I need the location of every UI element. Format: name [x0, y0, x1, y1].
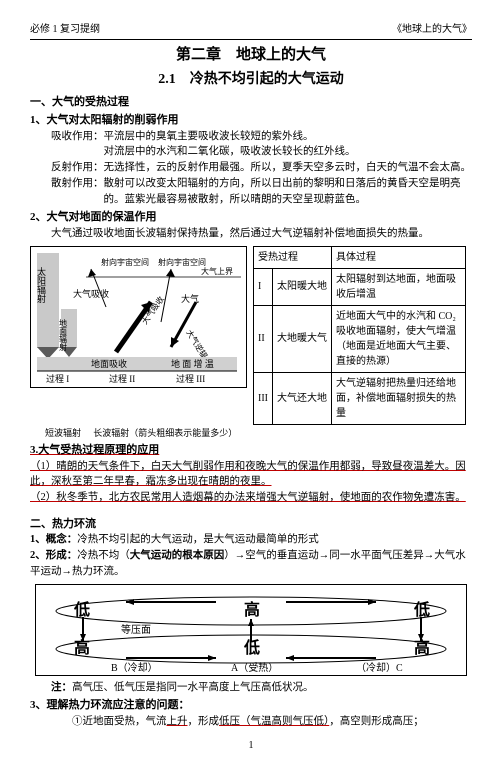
svg-text:低: 低 — [73, 600, 90, 619]
svg-text:高: 高 — [244, 600, 260, 619]
note-line: 注：高气压、低气压是指同一水平高度上气压高低状况。 — [30, 680, 472, 696]
section-title: 2.1 冷热不均引起的大气运动 — [30, 69, 472, 90]
svg-text:等压面: 等压面 — [121, 623, 151, 636]
r2a: 大地暖大气 — [273, 305, 332, 372]
svg-text:射向宇宙空间: 射向宇宙空间 — [158, 257, 206, 267]
svg-text:地面吸收: 地面吸收 — [91, 358, 127, 369]
svg-text:大气上界: 大气上界 — [201, 266, 233, 276]
svg-text:大气吸收: 大气吸收 — [73, 288, 109, 299]
subheading-1: 1、大气对太阳辐射的削弱作用 — [30, 112, 472, 129]
subheading-2: 2、大气对地面的保温作用 — [30, 209, 472, 226]
svg-text:射向宇宙空间: 射向宇宙空间 — [101, 257, 149, 267]
wave-legend: 短波辐射 长波辐射（箭头粗细表示能量多少） — [30, 427, 472, 441]
scatter-para: 散射作用：散射可以改变太阳辐射的方向，所以日出前的黎明和日落后的黄昏天空是明亮的… — [30, 176, 472, 208]
r3b: 大气逆辐射把热量归还给地面，补偿地面辐射损失的热量 — [332, 372, 466, 424]
chapter-title: 第二章 地球上的大气 — [30, 44, 472, 67]
heading-3: 3.大气受热过程原理的应用 — [30, 442, 472, 459]
th1: 受热过程 — [254, 246, 332, 268]
heat-process-table: 受热过程 具体过程 I 太阳暖大地 太阳辐射到达地面，地面吸收后增温 II 大地… — [253, 246, 466, 425]
concept-line: 1、概念：冷热不均引起的大气运动，是大气运动最简单的形式 — [30, 532, 472, 548]
header-left: 必修 1 复习提纲 — [30, 22, 100, 37]
absorb-line2: 对流层中的水汽和二氧化碳，吸收波长较长的红外线。 — [30, 144, 472, 160]
r2: II — [254, 305, 273, 372]
r2b: 近地面大气中的水汽和 CO₂吸收地面辐射，使大气增温（地面是近地面大气主要、直接… — [332, 305, 466, 372]
svg-text:（冷却）C: （冷却）C — [356, 661, 403, 674]
heading-q3: 3、理解热力环流应注意的问题： — [30, 697, 472, 714]
q3-p1: ①近地面受热，气流上升，形成低压（气温高则气压低），高空则形成高压； — [30, 714, 472, 730]
thermal-circulation-diagram: 低 高 低 高 低 高 等压面 B（冷却） A（受热） （冷却）C — [35, 584, 467, 676]
svg-text:A（受热）: A（受热） — [231, 661, 278, 674]
svg-text:地面辐射: 地面辐射 — [59, 318, 68, 352]
r1: I — [254, 268, 273, 305]
th2: 具体过程 — [332, 246, 466, 268]
heading-1: 一、大气的受热过程 — [30, 94, 472, 111]
r3: III — [254, 372, 273, 424]
reflect-para: 反射作用：无选择性，云的反射作用最强。所以，夏季天空多云时，白天的气温不会太高。 — [30, 160, 472, 176]
svg-text:低: 低 — [413, 600, 430, 619]
svg-text:过程 II: 过程 II — [109, 373, 135, 384]
formation-line: 2、形成：冷热不均（大气运动的根本原因）→空气的垂直运动→同一水平面气压差异→大… — [30, 548, 472, 580]
radiation-diagram: 大气上界 太阳辐射 射向宇宙空间 射向宇宙空间 大气吸收 大气 大气吸收 地面辐… — [30, 246, 247, 388]
keep-warm-para: 大气通过吸收地面长波辐射保持热量，然后通过大气逆辐射补偿地面损失的热量。 — [30, 226, 472, 242]
app-p2: （2）秋冬季节，北方农民常用人造烟幕的办法来增强大气逆辐射，使地面的农作物免遭冻… — [30, 490, 472, 506]
r1b: 太阳辐射到达地面，地面吸收后增温 — [332, 268, 466, 305]
svg-text:太阳辐射: 太阳辐射 — [36, 265, 46, 303]
para-block: 吸收作用：平流层中的臭氧主要吸收波长较短的紫外线。 — [30, 129, 472, 145]
svg-text:高: 高 — [414, 638, 430, 657]
header-right: 《地球上的大气》 — [392, 22, 472, 37]
page-number: 1 — [30, 738, 472, 753]
svg-text:地 面 增 温: 地 面 增 温 — [171, 358, 214, 369]
app-p1: （1）晴朗的天气条件下，白天大气削弱作用和夜晚大气的保温作用都弱，导致昼夜温差大… — [30, 459, 472, 491]
svg-text:过程 I: 过程 I — [46, 373, 69, 384]
r1a: 太阳暖大地 — [273, 268, 332, 305]
r3a: 大气还大地 — [273, 372, 332, 424]
svg-text:过程 III: 过程 III — [176, 373, 205, 384]
heading-thermal: 二、热力环流 — [30, 516, 472, 533]
svg-text:B（冷却）: B（冷却） — [111, 661, 158, 674]
